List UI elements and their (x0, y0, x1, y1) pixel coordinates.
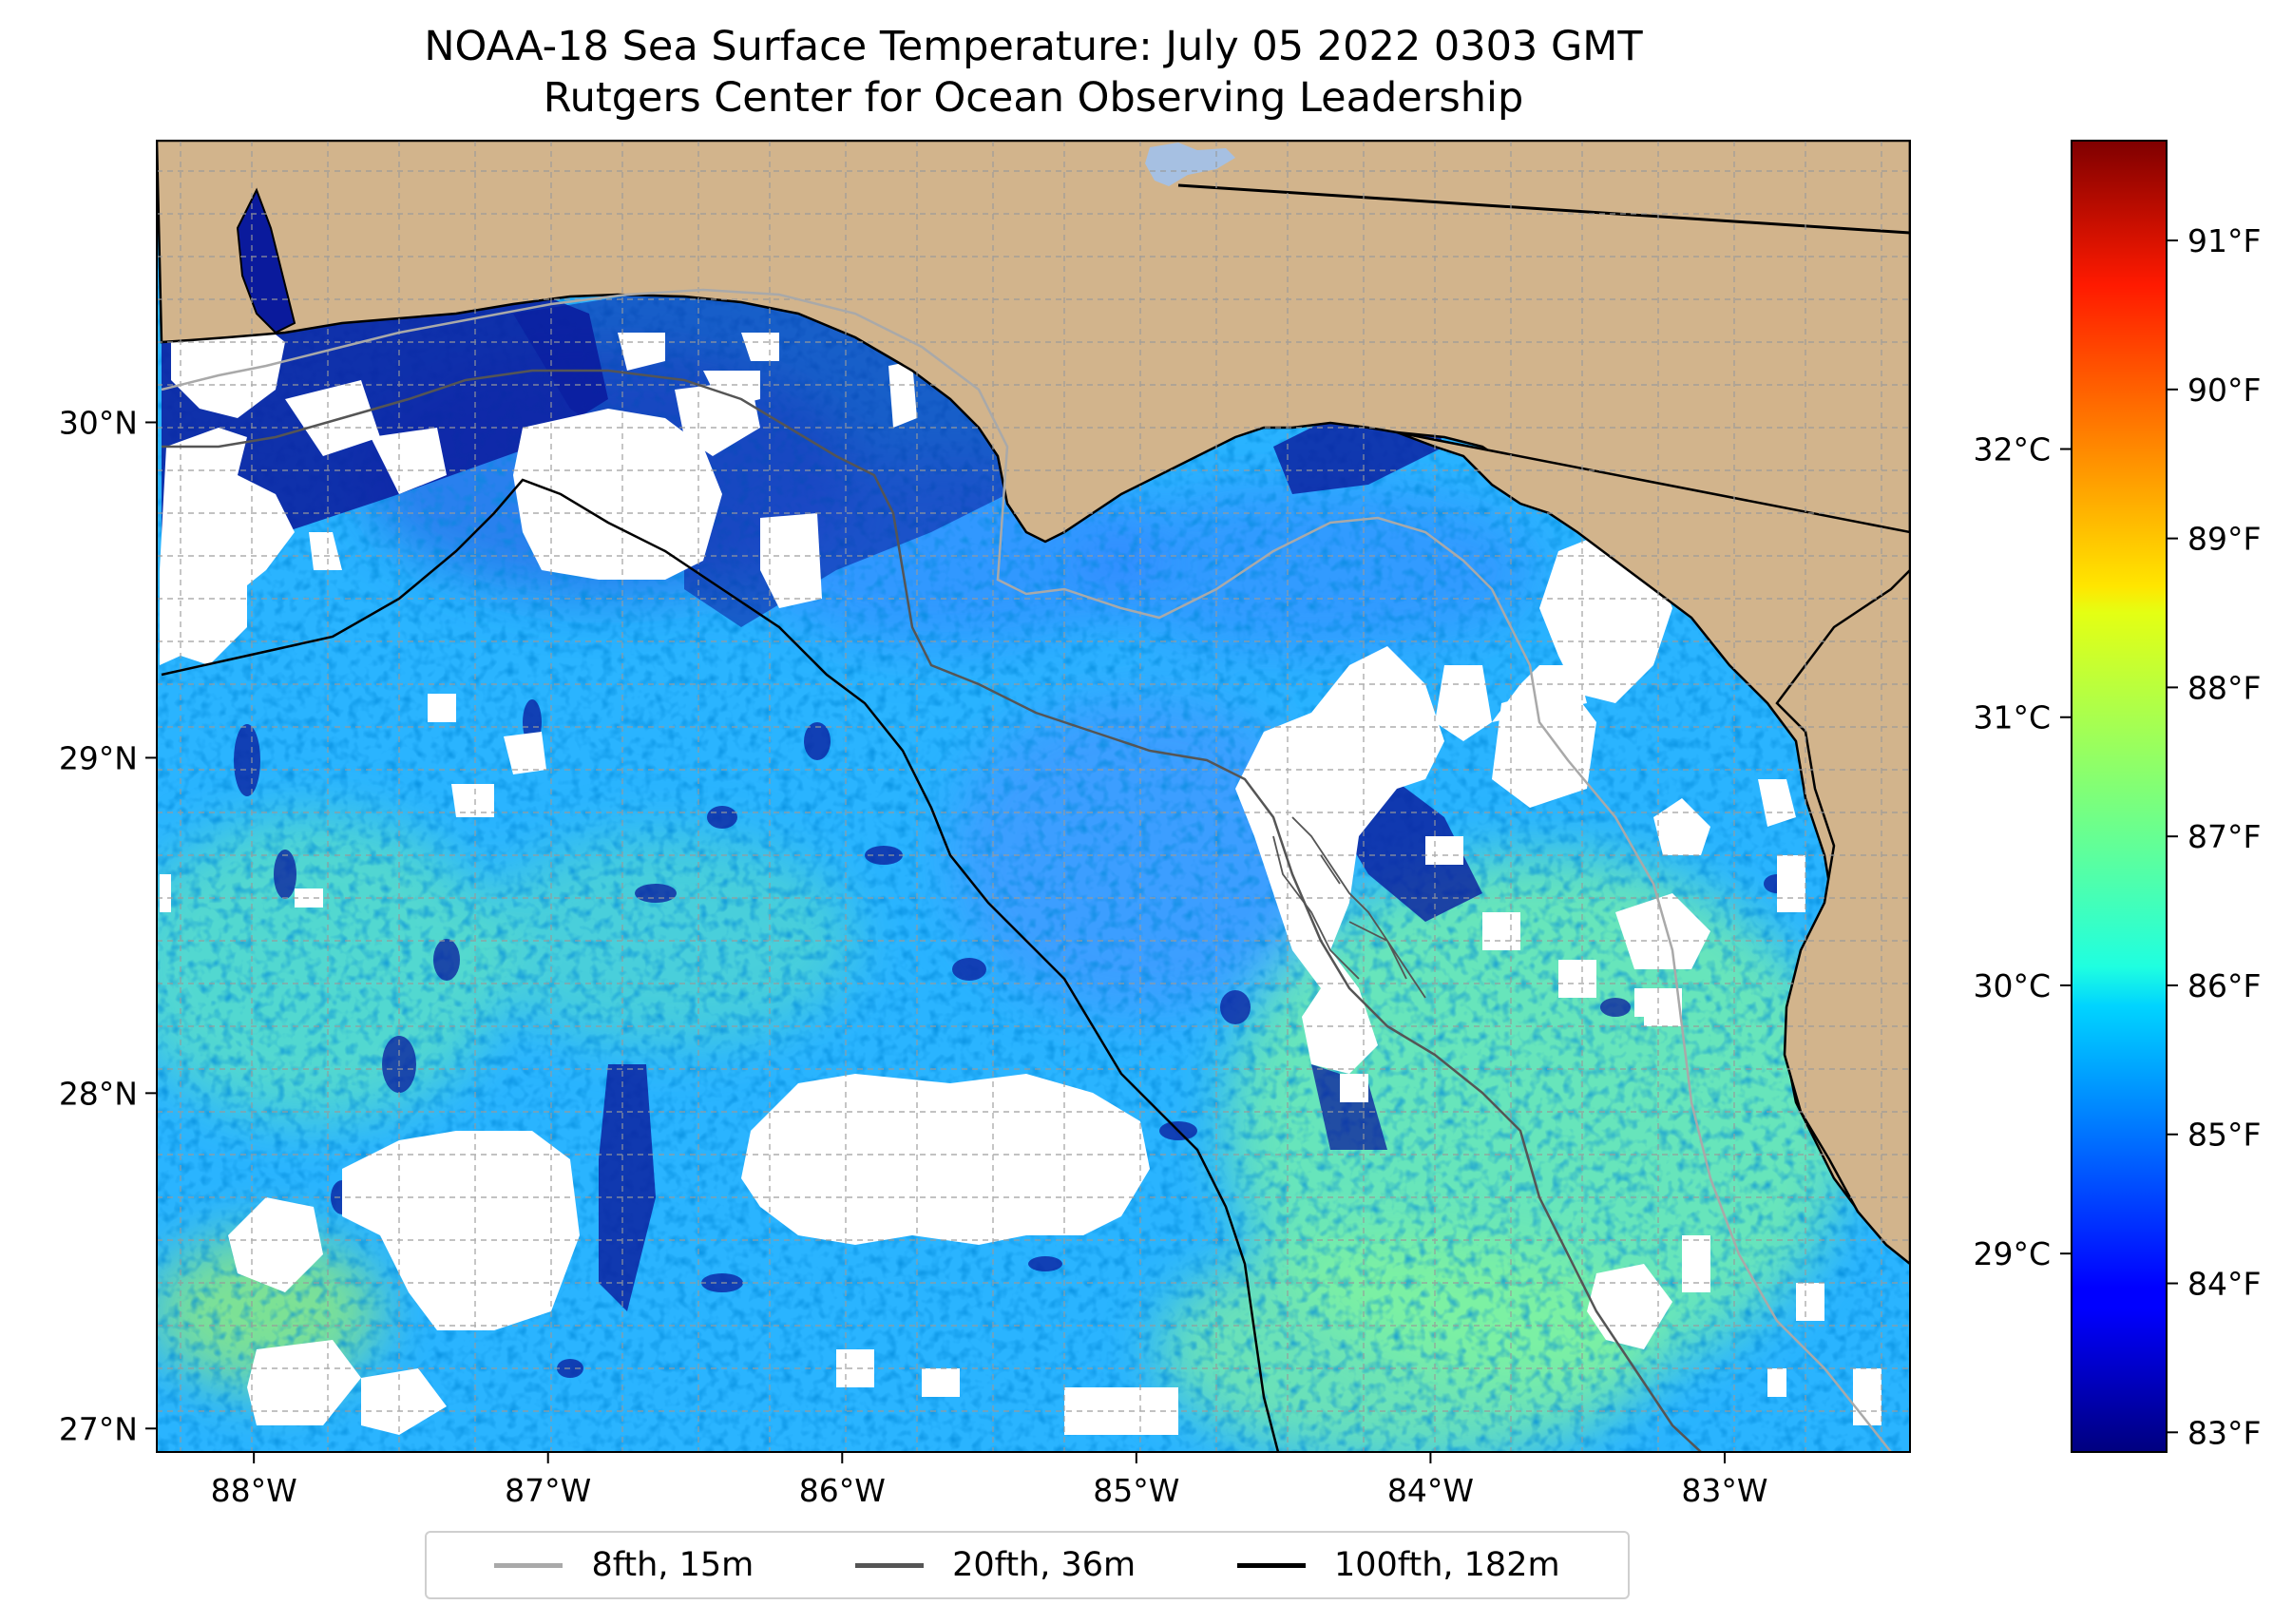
longitude-axis: 88°W 87°W 86°W 85°W 84°W 83°W (211, 1452, 1768, 1509)
colorbar (2071, 140, 2168, 1453)
gridlines (157, 141, 1910, 1452)
celsius-tick-label: 29°C (1973, 1235, 2051, 1272)
lat-tick-label: 30°N (59, 404, 138, 441)
legend-label: 8fth, 15m (591, 1546, 754, 1584)
fahrenheit-tick-label: 84°F (2187, 1266, 2261, 1303)
legend-label: 20fth, 36m (952, 1546, 1136, 1584)
legend-swatch (1236, 1562, 1306, 1568)
latitude-axis: 30°N 29°N 28°N 27°N (59, 404, 157, 1447)
fahrenheit-tick-label: 89°F (2187, 521, 2261, 558)
lat-tick-label: 29°N (59, 739, 138, 776)
fahrenheit-tick-label: 91°F (2187, 222, 2261, 259)
contour-20fth (162, 369, 1702, 1452)
map-title: NOAA-18 Sea Surface Temperature: July 05… (424, 23, 1643, 70)
legend-item-8fth: 8fth, 15m (494, 1546, 754, 1584)
legend-label: 100fth, 182m (1333, 1546, 1560, 1584)
map-frame (156, 140, 1911, 1453)
fahrenheit-tick-label: 83°F (2187, 1414, 2261, 1451)
lake (1145, 143, 1235, 186)
lon-tick-label: 84°W (1387, 1472, 1474, 1509)
map-subtitle: Rutgers Center for Ocean Observing Leade… (543, 74, 1524, 122)
celsius-tick-label: 31°C (1973, 699, 2051, 736)
state-boundary (1177, 183, 1910, 235)
land (157, 141, 1910, 1266)
fahrenheit-tick-label: 87°F (2187, 818, 2261, 855)
lat-tick-label: 28°N (59, 1075, 138, 1112)
legend-swatch (494, 1562, 563, 1568)
celsius-tick-label: 30°C (1973, 967, 2051, 1004)
fahrenheit-tick-label: 90°F (2187, 372, 2261, 409)
fahrenheit-tick-label: 85°F (2187, 1117, 2261, 1154)
legend-swatch (855, 1562, 925, 1568)
colorbar-fahrenheit-axis: 91°F 90°F 89°F 88°F 87°F 86°F 85°F 84°F 83°F (2167, 222, 2261, 1451)
fahrenheit-tick-label: 86°F (2187, 967, 2261, 1004)
lon-tick-label: 88°W (211, 1472, 297, 1509)
lon-tick-label: 83°W (1681, 1472, 1767, 1509)
colorbar-celsius-axis: 32°C 31°C 30°C 29°C (1973, 431, 2072, 1272)
lon-tick-label: 86°W (799, 1472, 886, 1509)
contour-legend: 8fth, 15m 20fth, 36m 100fth, 182m (425, 1531, 1630, 1599)
fahrenheit-tick-label: 88°F (2187, 669, 2261, 706)
legend-item-20fth: 20fth, 36m (855, 1546, 1136, 1584)
big-bend-contours (1272, 816, 1426, 999)
lon-tick-label: 85°W (1093, 1472, 1179, 1509)
celsius-tick-label: 32°C (1973, 431, 2051, 468)
lon-tick-label: 87°W (505, 1472, 591, 1509)
contour-8fth (161, 288, 1892, 1452)
lat-tick-label: 27°N (59, 1410, 138, 1447)
legend-item-100fth: 100fth, 182m (1236, 1546, 1560, 1584)
contour-100fth (161, 478, 1280, 1452)
